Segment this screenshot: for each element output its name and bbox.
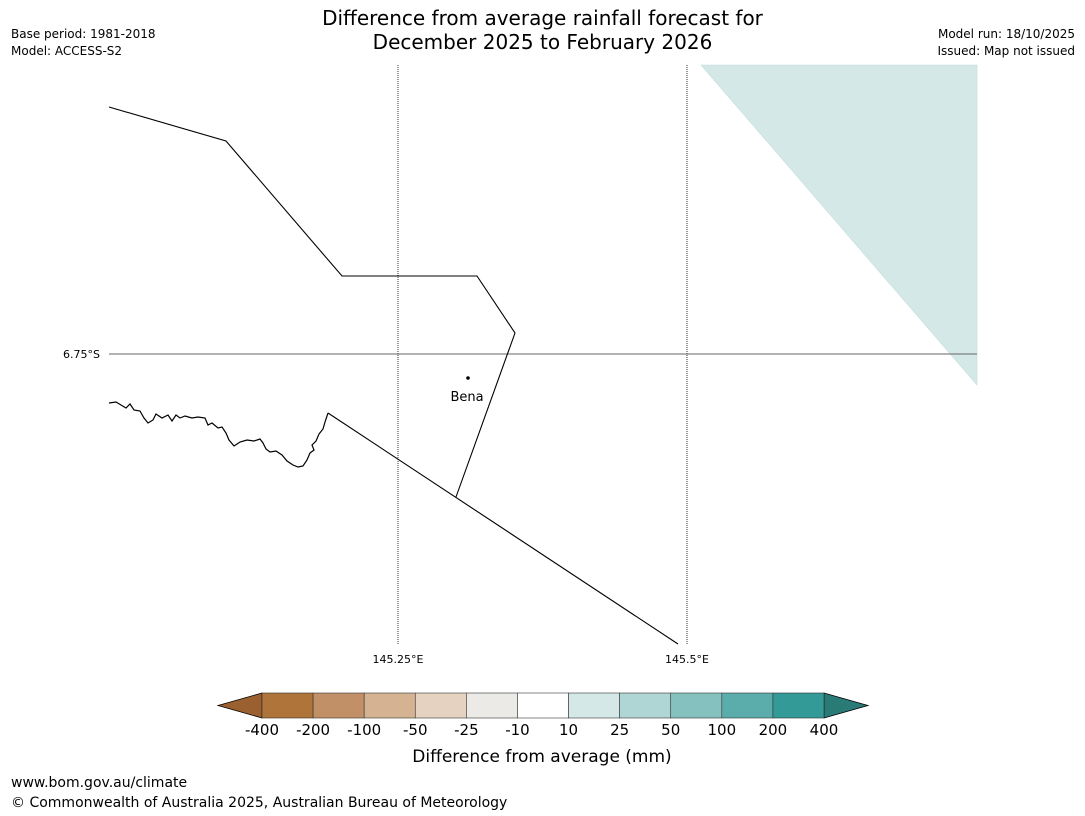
title-line-1: Difference from average rainfall forecas… — [322, 6, 763, 30]
colorbar-segment — [517, 692, 569, 719]
run-info-right: Model run: 18/10/2025 Issued: Map not is… — [937, 26, 1075, 60]
river-boundary — [108, 401, 329, 468]
colorbar-low-extend — [216, 692, 263, 719]
colorbar-segment — [363, 692, 416, 719]
colorbar-segment — [261, 692, 314, 719]
footer-url: www.bom.gov.au/climate — [11, 775, 188, 791]
colorbar-tick-label: 50 — [661, 721, 680, 739]
colorbar-tick-label: -400 — [245, 721, 279, 739]
colorbar-tick-label: -200 — [296, 721, 330, 739]
longitude-label-2: 145.5°E — [665, 653, 709, 666]
colorbar-segment — [721, 692, 774, 719]
shaded-rainfall-area — [700, 64, 978, 386]
colorbar-tick-label: 10 — [559, 721, 578, 739]
footer-copyright: © Commonwealth of Australia 2025, Austra… — [11, 795, 508, 811]
colorbar-tick-label: 400 — [810, 721, 839, 739]
colorbar-high-extend — [823, 692, 870, 719]
issued-status: Issued: Map not issued — [937, 44, 1075, 58]
colorbar-tick-label: -25 — [454, 721, 479, 739]
colorbar-segment — [568, 692, 620, 719]
colorbar: -400 -200 -100 -50 -25 -10 10 25 50 100 200 400 — [216, 692, 870, 739]
colorbar-tick-label: 200 — [759, 721, 788, 739]
colorbar-segment — [414, 692, 467, 719]
colorbar-tick-label: 25 — [610, 721, 629, 739]
colorbar-segment — [312, 692, 365, 719]
colorbar-tick-label: -10 — [505, 721, 530, 739]
longitude-label-1: 145.25°E — [373, 653, 424, 666]
colorbar-tick-label: -50 — [403, 721, 428, 739]
colorbar-segment — [772, 692, 825, 719]
colorbar-title: Difference from average (mm) — [412, 747, 671, 767]
place-marker — [466, 376, 470, 380]
colorbar-tick-label: 100 — [707, 721, 736, 739]
colorbar-segment — [670, 692, 723, 719]
colorbar-segment — [466, 692, 518, 719]
model-run: Model run: 18/10/2025 — [937, 27, 1075, 41]
latitude-label: 6.75°S — [63, 348, 100, 361]
model-name: Model: ACCESS-S2 — [11, 44, 123, 58]
title-line-2: December 2025 to February 2026 — [372, 30, 713, 54]
colorbar-tick-label: -100 — [347, 721, 381, 739]
colorbar-segment — [619, 692, 672, 719]
base-period: Base period: 1981-2018 — [11, 27, 156, 41]
province-boundary-south — [327, 412, 679, 645]
run-info-left: Base period: 1981-2018 Model: ACCESS-S2 — [11, 26, 156, 60]
map-title: Difference from average rainfall forecas… — [0, 6, 1085, 54]
place-label: Bena — [450, 390, 483, 405]
province-boundary-north — [108, 106, 516, 498]
